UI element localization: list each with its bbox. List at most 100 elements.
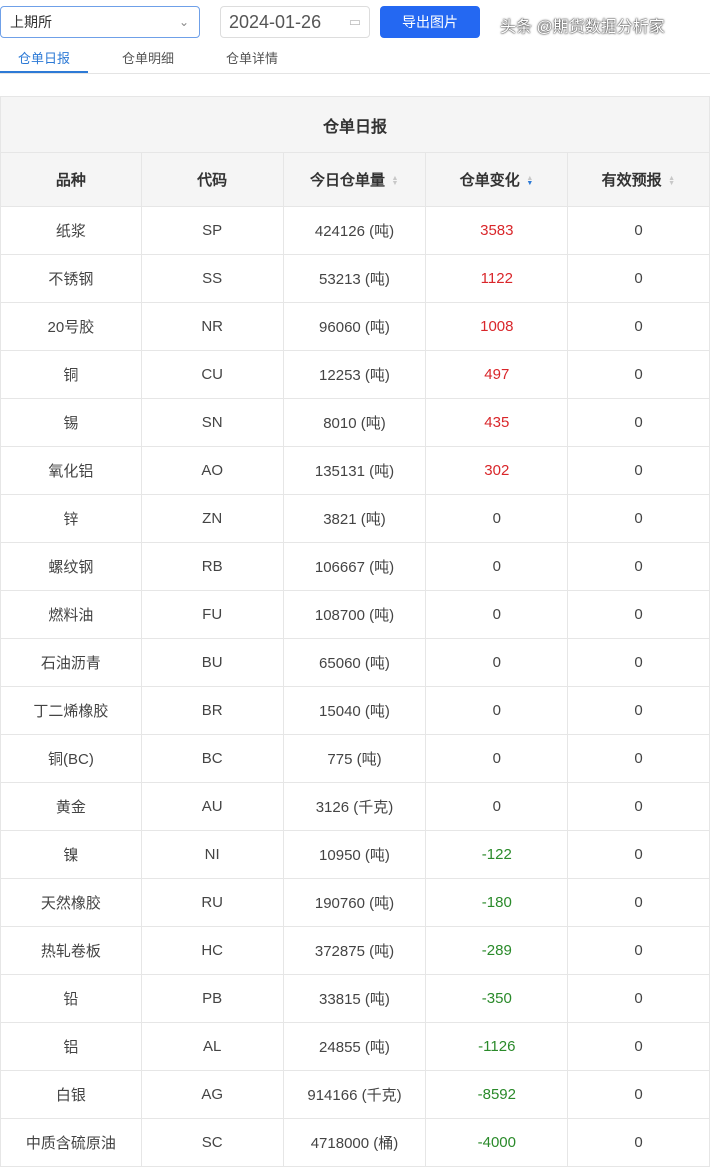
cell-volume: 53213 (吨) <box>282 254 427 303</box>
exchange-value: 上期所 <box>10 14 52 30</box>
table-row: 锡 SN 8010 (吨) 435 0 <box>0 398 710 447</box>
cell-change: -1126 <box>425 1022 569 1071</box>
cell-code: NR <box>140 302 284 351</box>
cell-variety: 镍 <box>0 830 142 879</box>
cell-volume: 4718000 (桶) <box>282 1118 427 1167</box>
header-variety: 品种 <box>0 152 142 207</box>
cell-variety: 纸浆 <box>0 206 142 255</box>
cell-forecast: 0 <box>567 638 710 687</box>
cell-variety: 铜(BC) <box>0 734 142 783</box>
cell-volume: 190760 (吨) <box>282 878 427 927</box>
table-row: 纸浆 SP 424126 (吨) 3583 0 <box>0 206 710 255</box>
cell-forecast: 0 <box>567 782 710 831</box>
cell-change: -180 <box>425 878 569 927</box>
cell-volume: 372875 (吨) <box>282 926 427 975</box>
table-row: 锌 ZN 3821 (吨) 0 0 <box>0 494 710 543</box>
cell-code: AL <box>140 1022 284 1071</box>
exchange-select[interactable]: 上期所 ⌄ <box>0 6 200 38</box>
header-label: 仓单变化 <box>459 172 520 189</box>
cell-change: 0 <box>425 734 569 783</box>
table-row: 中质含硫原油 SC 4718000 (桶) -4000 0 <box>0 1118 710 1167</box>
cell-change: -122 <box>425 830 569 879</box>
cell-code: SP <box>140 206 284 255</box>
cell-code: CU <box>140 350 284 399</box>
cell-change: -4000 <box>425 1118 569 1167</box>
table-row: 丁二烯橡胶 BR 15040 (吨) 0 0 <box>0 686 710 735</box>
header-today-volume[interactable]: 今日仓单量 ▲ ▼ <box>282 152 427 207</box>
header-change[interactable]: 仓单变化 ▲ ▼ <box>425 152 569 207</box>
cell-variety: 锡 <box>0 398 142 447</box>
cell-code: SC <box>140 1118 284 1167</box>
table-row: 黄金 AU 3126 (千克) 0 0 <box>0 782 710 831</box>
cell-code: PB <box>140 974 284 1023</box>
cell-change: -350 <box>425 974 569 1023</box>
header-label: 今日仓单量 <box>309 172 385 189</box>
cell-volume: 15040 (吨) <box>282 686 427 735</box>
cell-forecast: 0 <box>567 302 710 351</box>
cell-forecast: 0 <box>567 1022 710 1071</box>
cell-volume: 135131 (吨) <box>282 446 427 495</box>
cell-volume: 108700 (吨) <box>282 590 427 639</box>
cell-variety: 锌 <box>0 494 142 543</box>
cell-variety: 铅 <box>0 974 142 1023</box>
cell-forecast: 0 <box>567 254 710 303</box>
cell-change: 0 <box>425 782 569 831</box>
sort-desc-active-icon[interactable]: ▲ ▼ <box>526 175 534 188</box>
cell-volume: 106667 (吨) <box>282 542 427 591</box>
cell-volume: 24855 (吨) <box>282 1022 427 1071</box>
header-forecast[interactable]: 有效预报 ▲ ▼ <box>567 152 710 207</box>
table-row: 燃料油 FU 108700 (吨) 0 0 <box>0 590 710 639</box>
cell-code: SS <box>140 254 284 303</box>
cell-code: AO <box>140 446 284 495</box>
cell-forecast: 0 <box>567 974 710 1023</box>
table-row: 热轧卷板 HC 372875 (吨) -289 0 <box>0 926 710 975</box>
cell-change: 0 <box>425 638 569 687</box>
header-code: 代码 <box>140 152 284 207</box>
cell-variety: 铜 <box>0 350 142 399</box>
sort-icon[interactable]: ▲ ▼ <box>668 175 676 188</box>
cell-variety: 氧化铝 <box>0 446 142 495</box>
cell-forecast: 0 <box>567 1118 710 1167</box>
cell-code: AG <box>140 1070 284 1119</box>
cell-variety: 黄金 <box>0 782 142 831</box>
cell-change: 0 <box>425 494 569 543</box>
active-tab-indicator <box>0 71 88 73</box>
header-label: 品种 <box>55 172 86 189</box>
header-label: 有效预报 <box>601 172 662 189</box>
header-label: 代码 <box>197 172 228 189</box>
export-image-button[interactable]: 导出图片 <box>380 6 480 38</box>
watermark: 头条 @期货数据分析家 <box>500 19 665 36</box>
cell-change: 1122 <box>425 254 569 303</box>
cell-volume: 8010 (吨) <box>282 398 427 447</box>
cell-change: 0 <box>425 590 569 639</box>
table-row: 铜 CU 12253 (吨) 497 0 <box>0 350 710 399</box>
cell-forecast: 0 <box>567 878 710 927</box>
cell-variety: 丁二烯橡胶 <box>0 686 142 735</box>
table-row: 螺纹钢 RB 106667 (吨) 0 0 <box>0 542 710 591</box>
table-row: 铝 AL 24855 (吨) -1126 0 <box>0 1022 710 1071</box>
table-row: 镍 NI 10950 (吨) -122 0 <box>0 830 710 879</box>
cell-forecast: 0 <box>567 206 710 255</box>
date-picker[interactable]: 2024-01-26 ▭ <box>220 6 370 38</box>
cell-forecast: 0 <box>567 830 710 879</box>
cell-variety: 不锈钢 <box>0 254 142 303</box>
cell-volume: 65060 (吨) <box>282 638 427 687</box>
table-row: 20号胶 NR 96060 (吨) 1008 0 <box>0 302 710 351</box>
table-row: 铜(BC) BC 775 (吨) 0 0 <box>0 734 710 783</box>
cell-code: BR <box>140 686 284 735</box>
cell-variety: 白银 <box>0 1070 142 1119</box>
cell-change: 0 <box>425 686 569 735</box>
cell-change: -8592 <box>425 1070 569 1119</box>
cell-code: ZN <box>140 494 284 543</box>
cell-volume: 33815 (吨) <box>282 974 427 1023</box>
table-title: 仓单日报 <box>0 96 710 153</box>
calendar-icon: ▭ <box>348 14 361 29</box>
table-row: 不锈钢 SS 53213 (吨) 1122 0 <box>0 254 710 303</box>
sort-icon[interactable]: ▲ ▼ <box>391 175 399 188</box>
tab-detail[interactable]: 仓单明细 <box>121 51 174 66</box>
cell-forecast: 0 <box>567 590 710 639</box>
tab-info[interactable]: 仓单详情 <box>225 51 278 66</box>
chevron-down-icon: ⌄ <box>178 15 189 29</box>
cell-code: RU <box>140 878 284 927</box>
tab-daily-report[interactable]: 仓单日报 <box>17 51 70 66</box>
